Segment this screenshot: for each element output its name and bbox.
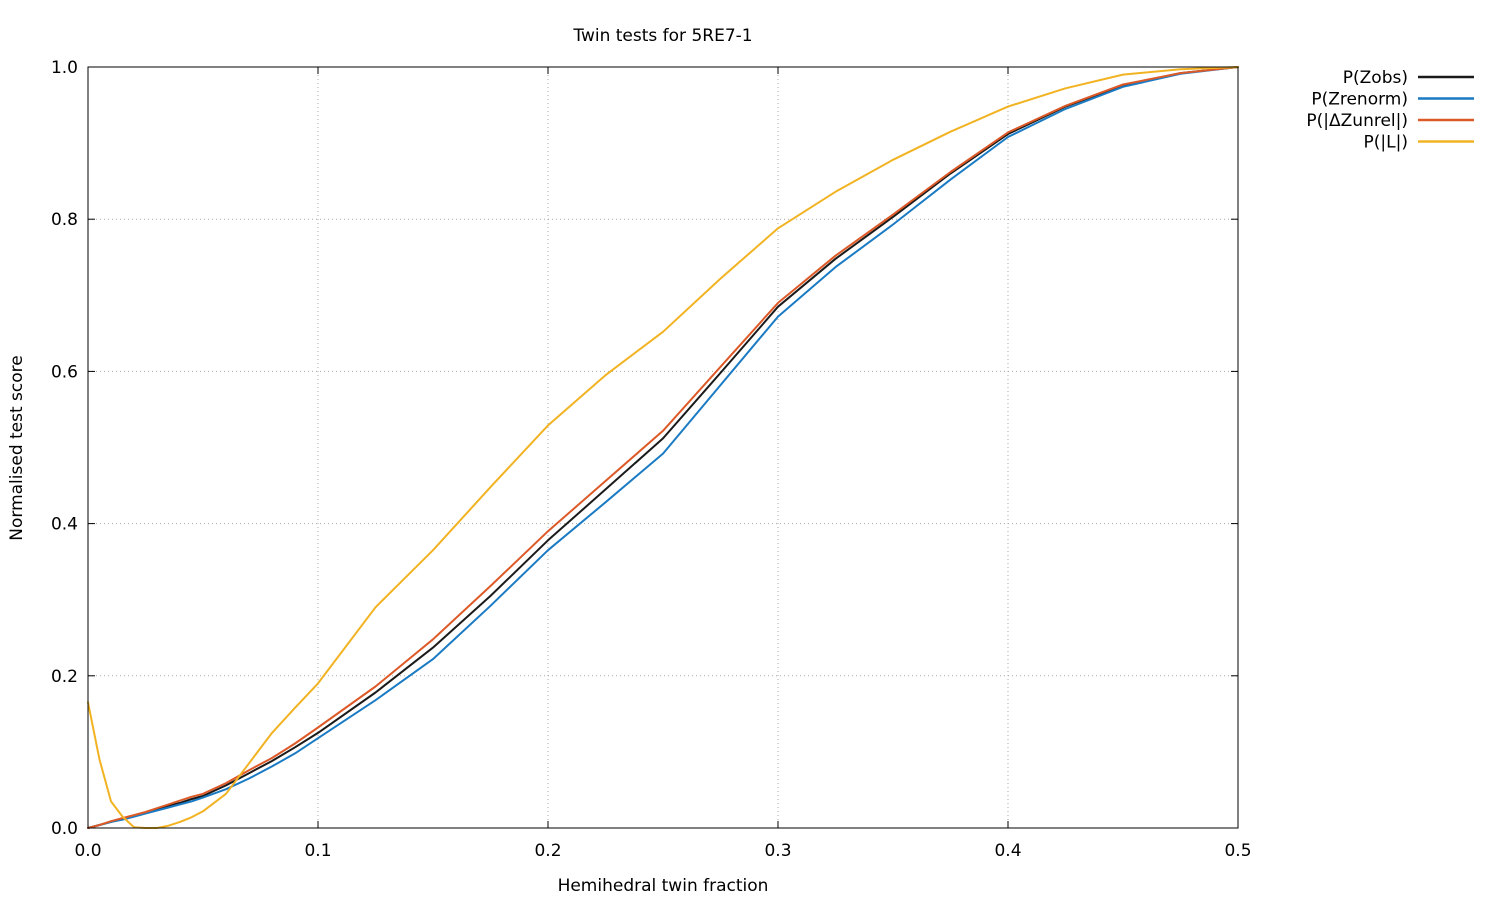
x-axis-label: Hemihedral twin fraction [558, 876, 769, 896]
series-line-3 [87, 66, 1239, 829]
x-tick-label: 0.2 [534, 841, 561, 861]
x-tick-label: 0.1 [304, 841, 331, 861]
axis-layer: 0.0 0.1 0.2 0.3 0.4 0.5 0.0 0.2 0.4 0.6 0.8 1.0 [51, 58, 1252, 861]
x-tick-label: 0.4 [994, 841, 1021, 861]
x-tick-label: 0.3 [764, 841, 791, 861]
legend-label-3: P(|L|) [1364, 133, 1408, 153]
series-layer [87, 66, 1239, 829]
plot-border [87, 66, 1239, 829]
y-tick-label: 0.0 [51, 819, 78, 839]
legend-label-1: P(Zrenorm) [1311, 90, 1408, 110]
legend: P(Zobs)P(Zrenorm)P(|ΔZunrel|)P(|L|) [1306, 68, 1474, 153]
legend-label-2: P(|ΔZunrel|) [1306, 111, 1408, 131]
x-tick-label: 0.5 [1224, 841, 1251, 861]
y-axis-label: Normalised test score [7, 355, 27, 540]
chart-title: Twin tests for 5RE7-1 [572, 26, 752, 46]
y-tick-label: 0.8 [51, 210, 78, 230]
x-tick-label: 0.0 [74, 841, 101, 861]
legend-label-0: P(Zobs) [1343, 68, 1408, 88]
series-line-1 [87, 66, 1239, 829]
series-line-0 [87, 66, 1239, 829]
y-tick-label: 0.4 [51, 515, 78, 535]
y-tick-label: 0.6 [51, 362, 78, 382]
y-tick-label: 1.0 [51, 58, 78, 78]
grid-layer [88, 67, 1238, 828]
series-line-2 [87, 66, 1239, 829]
y-tick-label: 0.2 [51, 667, 78, 687]
